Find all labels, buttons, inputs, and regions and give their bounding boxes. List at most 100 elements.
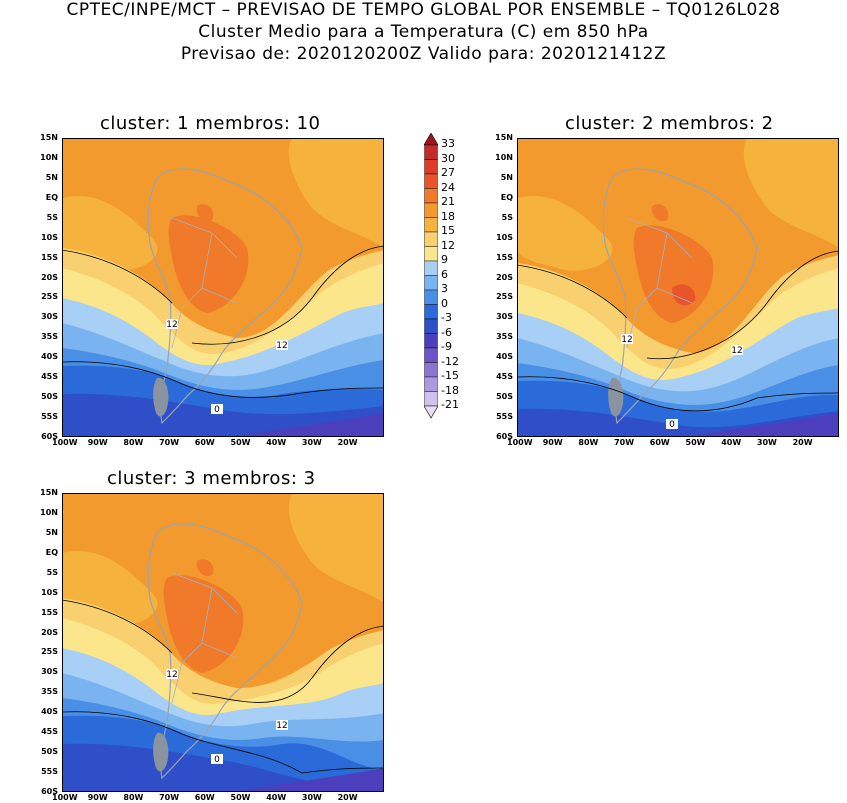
lat-label: 15S bbox=[41, 252, 58, 262]
lon-label: 90W bbox=[542, 438, 563, 447]
colorbar-label: 3 bbox=[441, 282, 448, 295]
map-frame bbox=[517, 138, 839, 437]
lat-label: 25S bbox=[41, 647, 58, 657]
lat-label: 15N bbox=[495, 133, 513, 142]
lat-label: 60S bbox=[496, 432, 513, 441]
lat-label: 55S bbox=[496, 412, 513, 422]
lat-label: 35S bbox=[496, 332, 513, 342]
contour-label-0: 12 bbox=[166, 669, 178, 680]
contour-label-0: 12 bbox=[621, 334, 633, 345]
band-21-24-north-blob bbox=[196, 559, 214, 577]
svg-text:0: 0 bbox=[214, 405, 220, 415]
contour-0 bbox=[62, 361, 384, 398]
lon-label: 40W bbox=[266, 793, 287, 802]
lat-label: 20S bbox=[41, 627, 58, 637]
patagonia-land bbox=[153, 377, 169, 417]
lat-label: EQ bbox=[500, 192, 513, 202]
lat-label: 5N bbox=[45, 172, 58, 182]
band-minus9-minus6 bbox=[232, 413, 384, 437]
contour-12-west bbox=[62, 249, 173, 304]
svg-text:12: 12 bbox=[621, 335, 632, 345]
lat-label: EQ bbox=[45, 547, 58, 557]
colorbar-segment bbox=[424, 144, 438, 160]
svg-text:0: 0 bbox=[669, 420, 675, 430]
lon-label: 20W bbox=[337, 793, 358, 802]
lat-label: 35S bbox=[41, 332, 58, 342]
lat-label: 5S bbox=[46, 212, 58, 222]
lat-label: 40S bbox=[41, 707, 58, 717]
lon-label: 70W bbox=[614, 438, 635, 447]
lon-label: 100W bbox=[507, 438, 533, 447]
contour-label-2: 0 bbox=[666, 419, 678, 430]
header-line-1: CPTEC/INPE/MCT – PREVISAO DE TEMPO GLOBA… bbox=[66, 0, 781, 20]
map-frame bbox=[62, 138, 384, 437]
colorbar-segment bbox=[424, 362, 438, 378]
lat-label: 60S bbox=[41, 787, 58, 796]
lat-label: 30S bbox=[41, 667, 58, 677]
contour-12-east bbox=[191, 625, 384, 703]
lon-label: 60W bbox=[649, 438, 670, 447]
svg-text:12: 12 bbox=[166, 320, 177, 330]
contour-12-east bbox=[191, 245, 384, 345]
svg-text:0: 0 bbox=[214, 755, 220, 765]
panel-2-title: cluster: 2 membros: 2 bbox=[565, 113, 774, 134]
lon-label: 30W bbox=[301, 438, 322, 447]
lat-label: 15N bbox=[40, 488, 58, 497]
colorbar-segment bbox=[424, 318, 438, 334]
lat-label: 45S bbox=[41, 372, 58, 382]
colorbar-label: 24 bbox=[441, 180, 455, 194]
lat-label: 5N bbox=[500, 172, 513, 182]
header-line-3: Previsao de: 2020120200Z Valido para: 20… bbox=[180, 44, 667, 64]
lon-label: 80W bbox=[578, 438, 599, 447]
svg-text:12: 12 bbox=[276, 721, 287, 731]
lat-label: 55S bbox=[41, 412, 58, 422]
lat-label: 5S bbox=[501, 212, 513, 222]
band-15-18-east bbox=[743, 138, 839, 248]
colorbar-label: -9 bbox=[441, 340, 452, 353]
lon-label: 20W bbox=[792, 438, 813, 447]
lat-label: 15S bbox=[496, 252, 513, 262]
colorbar-segment bbox=[424, 217, 438, 233]
contour-label-2: 0 bbox=[211, 754, 223, 765]
colorbar-label: -15 bbox=[441, 369, 459, 382]
colorbar-label: -6 bbox=[441, 325, 452, 339]
country-borders bbox=[171, 217, 238, 349]
colorbar-segment bbox=[424, 202, 438, 218]
colorbar-segment bbox=[424, 173, 438, 189]
lon-label: 40W bbox=[266, 438, 287, 447]
lat-label: 35S bbox=[41, 687, 58, 697]
colorbar-label: 0 bbox=[441, 296, 448, 310]
lat-label: 15N bbox=[40, 133, 58, 142]
colorbar-label: 30 bbox=[441, 151, 455, 165]
colorbar-label: -21 bbox=[441, 398, 459, 411]
lat-label: 10S bbox=[41, 232, 58, 242]
colorbar-top-arrow bbox=[424, 133, 438, 146]
colorbar-segment bbox=[424, 391, 438, 407]
colorbar-segment bbox=[424, 246, 438, 262]
lat-label: 5N bbox=[45, 527, 58, 537]
lat-label: 50S bbox=[496, 392, 513, 402]
lat-label: 10S bbox=[41, 587, 58, 597]
panel-3-title: cluster: 3 membros: 3 bbox=[107, 468, 316, 489]
lat-label: 15S bbox=[41, 607, 58, 617]
lon-label: 60W bbox=[194, 438, 215, 447]
colorbar-label: 18 bbox=[441, 209, 455, 223]
lon-label: 60W bbox=[194, 793, 215, 802]
svg-text:12: 12 bbox=[731, 346, 742, 356]
lat-label: 50S bbox=[41, 747, 58, 757]
lat-label: EQ bbox=[45, 192, 58, 202]
lat-label: 10N bbox=[40, 152, 58, 162]
contour-0 bbox=[517, 376, 839, 412]
lon-label: 70W bbox=[159, 793, 180, 802]
map-panel-cluster-2: 12 12 0 bbox=[517, 138, 839, 437]
lat-label: 40S bbox=[496, 352, 513, 362]
country-borders bbox=[626, 217, 693, 349]
map-panel-cluster-3: 12 12 0 bbox=[62, 493, 384, 792]
contour-12-west bbox=[517, 264, 628, 319]
lon-label: 30W bbox=[301, 793, 322, 802]
temperature-colorbar bbox=[424, 133, 438, 419]
lon-label: 50W bbox=[685, 438, 706, 447]
lat-label: 40S bbox=[41, 352, 58, 362]
lat-label: 60S bbox=[41, 432, 58, 441]
lat-label: 55S bbox=[41, 767, 58, 777]
